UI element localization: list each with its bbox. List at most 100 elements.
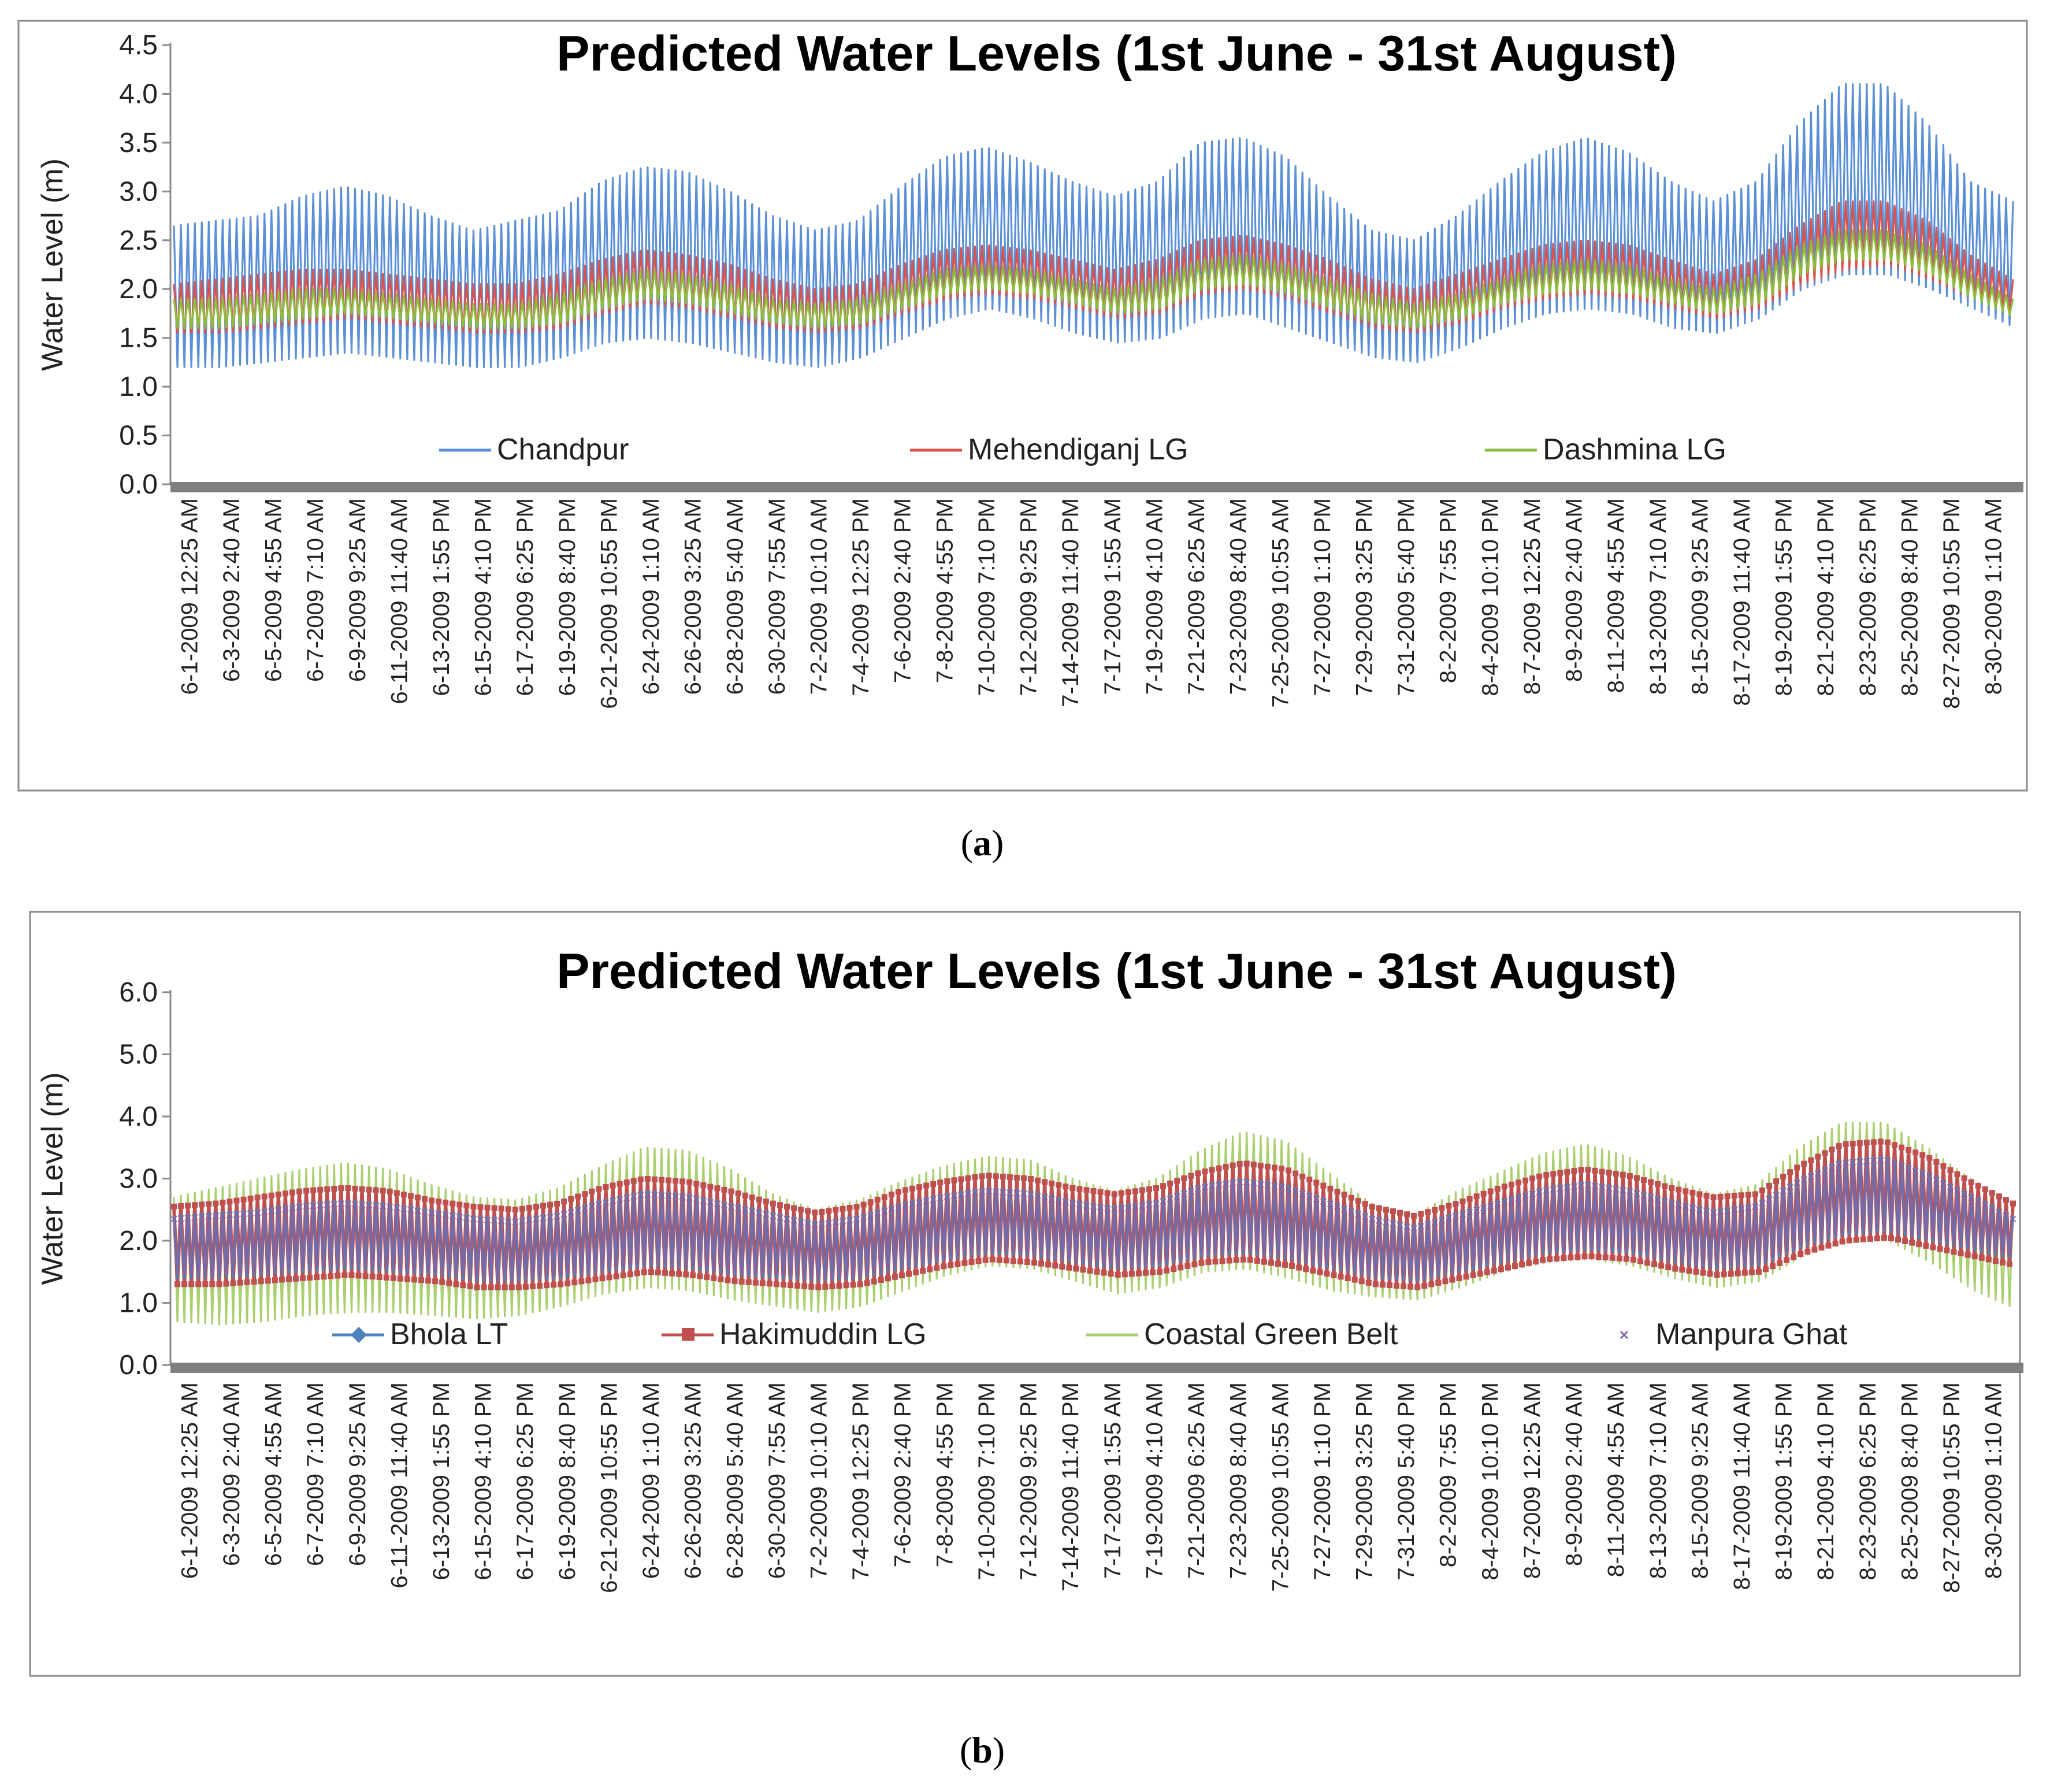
- data-point: [258, 1278, 264, 1285]
- data-point: [641, 1269, 647, 1275]
- data-point: [348, 1272, 355, 1278]
- y-tick-label: 4.0: [119, 79, 158, 109]
- data-point: [1010, 1258, 1016, 1264]
- data-point: [515, 1284, 522, 1290]
- series-bhola-lt: [173, 1156, 2014, 1282]
- data-point: [1345, 1275, 1351, 1281]
- data-point: [1581, 1253, 1588, 1260]
- data-point: [1313, 1179, 1320, 1186]
- data-point: [1425, 1209, 1431, 1215]
- data-point: [993, 1173, 999, 1179]
- data-point: [836, 1283, 842, 1289]
- data-point: [1640, 1177, 1647, 1183]
- data-point: [1094, 1268, 1100, 1275]
- data-point: [1550, 1171, 1557, 1177]
- data-point: [745, 1279, 752, 1285]
- data-point: [1139, 1187, 1145, 1193]
- x-tick-label: 7-27-2009 1:10 PM: [1310, 1382, 1335, 1580]
- x-tick-label: 6-11-2009 11:40 AM: [387, 1382, 412, 1589]
- data-point: [561, 1199, 567, 1205]
- data-point: [254, 1194, 261, 1201]
- series-coastal-green-belt: [173, 1122, 2014, 1326]
- data-point: [1982, 1186, 1988, 1192]
- data-point: [1115, 1272, 1121, 1278]
- data-point: [1773, 1178, 1780, 1185]
- data-point: [1975, 1182, 1981, 1189]
- data-point: [1815, 1153, 1821, 1160]
- x-tick-label: 6-15-2009 4:10 PM: [471, 1382, 496, 1580]
- data-point: [1940, 1163, 1947, 1169]
- data-point: [443, 1199, 449, 1205]
- data-point: [1320, 1182, 1327, 1189]
- data-point: [840, 1205, 846, 1212]
- data-point: [1108, 1271, 1114, 1277]
- data-point: [251, 1278, 257, 1285]
- data-point: [453, 1281, 459, 1288]
- data-point: [1832, 1241, 1839, 1247]
- data-point: [1125, 1189, 1131, 1195]
- data-point: [1195, 1170, 1201, 1177]
- caption-letter: b: [972, 1730, 993, 1771]
- x-tick-label: 8-17-2009 11:40 AM: [1729, 1382, 1755, 1590]
- x-tick-label: 6-24-2009 1:10 AM: [638, 1382, 664, 1579]
- data-point: [380, 1188, 386, 1194]
- x-tick-label: 7-29-2009 3:25 PM: [1351, 1382, 1377, 1580]
- y-tick-label: 3.0: [119, 1164, 158, 1194]
- data-point: [192, 1202, 198, 1208]
- data-point: [620, 1272, 626, 1278]
- data-point: [376, 1274, 382, 1281]
- data-point: [1045, 1262, 1052, 1268]
- chart-panel-a: Predicted Water Levels (1st June - 31st …: [0, 0, 2050, 890]
- data-point: [1268, 1260, 1274, 1266]
- data-point: [1564, 1168, 1570, 1175]
- data-point: [1867, 1236, 1873, 1242]
- data-point: [393, 1190, 400, 1196]
- data-point: [216, 1281, 222, 1288]
- data-point: [551, 1282, 557, 1288]
- data-point: [1411, 1212, 1417, 1219]
- data-point: [1279, 1166, 1285, 1172]
- x-tick-label: 8-23-2009 6:25 PM: [1855, 1382, 1881, 1580]
- series-line: [173, 1122, 2014, 1326]
- data-point: [1784, 1257, 1790, 1263]
- data-point: [1968, 1179, 1974, 1185]
- x-tick-label: 8-11-2009 4:55 AM: [1603, 498, 1629, 693]
- x-tick-label: 6-1-2009 12:25 AM: [177, 498, 202, 695]
- data-point: [498, 1205, 504, 1212]
- data-point: [725, 1277, 731, 1283]
- legend-item: Manpura Ghat: [1620, 1318, 1848, 1351]
- x-tick-label: 8-21-2009 4:10 PM: [1813, 1382, 1839, 1580]
- data-point: [961, 1260, 968, 1266]
- data-point: [1971, 1253, 1978, 1260]
- data-point: [1978, 1255, 1985, 1261]
- data-point: [199, 1201, 205, 1208]
- data-point: [206, 1201, 212, 1207]
- data-point: [630, 1178, 637, 1184]
- data-point: [1191, 1262, 1198, 1268]
- data-point: [1327, 1185, 1334, 1192]
- x-tick-label: 6-21-2009 10:55 PM: [596, 1382, 622, 1593]
- data-point: [1236, 1160, 1243, 1167]
- data-point: [1529, 1175, 1536, 1182]
- data-point: [526, 1204, 532, 1211]
- data-point: [1121, 1271, 1128, 1278]
- data-point: [404, 1276, 410, 1282]
- data-point: [1884, 1139, 1891, 1145]
- data-point: [1013, 1174, 1020, 1181]
- data-point: [1286, 1167, 1292, 1174]
- data-point: [711, 1275, 717, 1281]
- data-point: [1637, 1258, 1643, 1264]
- data-point: [986, 1173, 992, 1179]
- data-point: [658, 1177, 664, 1183]
- data-point: [791, 1205, 797, 1211]
- data-point: [1066, 1264, 1072, 1271]
- data-point: [996, 1257, 1002, 1263]
- data-point: [1683, 1188, 1689, 1194]
- data-point: [407, 1193, 414, 1199]
- data-point: [613, 1273, 619, 1279]
- data-point: [1264, 1163, 1271, 1170]
- data-point: [867, 1199, 874, 1205]
- data-point: [759, 1280, 766, 1286]
- data-point: [1167, 1180, 1173, 1186]
- data-point: [1020, 1175, 1027, 1181]
